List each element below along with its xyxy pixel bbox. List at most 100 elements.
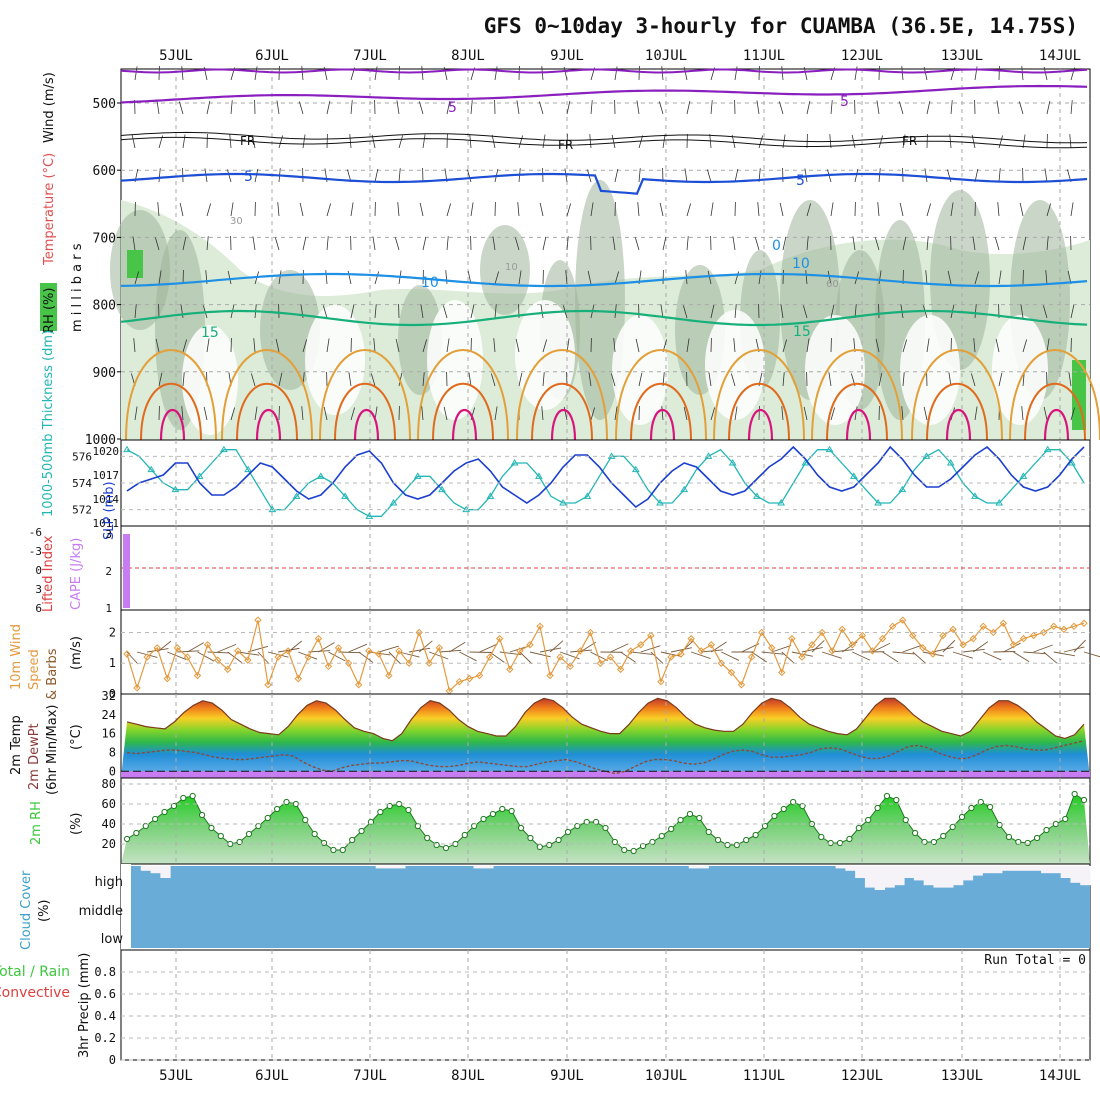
cloud-high-clear: [1001, 866, 1013, 871]
temp2m-line: [126, 697, 1085, 742]
rh2m-point: [893, 796, 900, 804]
wind-barb: [350, 304, 355, 319]
wind-barb: [806, 203, 812, 217]
rh2m-point: [471, 822, 478, 830]
dewpt2m-line: [126, 740, 1085, 775]
bottom-date-10JUL: 10JUL: [645, 1068, 687, 1084]
wind-barb: [803, 406, 808, 421]
wind10m-barb: [972, 641, 989, 653]
wind-barb: [662, 236, 667, 251]
contour-magenta: [550, 409, 577, 441]
bottom-date-11JUL: 11JUL: [743, 1068, 785, 1084]
thickness-point: [825, 445, 834, 453]
wind-barb: [614, 271, 620, 285]
cloud-high-clear: [395, 866, 406, 869]
wind10m-barb: [983, 651, 1002, 661]
wind-barb: [1043, 66, 1048, 81]
cape-tick-1: 1: [105, 602, 112, 615]
wind10m-point: [475, 671, 484, 680]
wind-barb: [830, 304, 835, 319]
wind10m-point: [304, 653, 313, 661]
contour-blue-5: [120, 172, 1088, 195]
thickness-point: [995, 499, 1004, 506]
wind-barb: [374, 168, 379, 183]
wind-barb: [350, 407, 356, 421]
wind10m-point: [1040, 628, 1048, 637]
rh2m-point: [517, 824, 525, 832]
wind10m-point: [868, 647, 877, 655]
temp2m-axis-label-3: (6hr Min/Max): [45, 705, 60, 795]
wind-barb: [635, 338, 640, 353]
cloud-high-clear: [933, 866, 944, 888]
wind-barb: [634, 237, 640, 251]
temp-tick-32: 32: [102, 689, 116, 703]
wind10m-axis-label-1: 10m Wind: [9, 624, 24, 690]
cloud-high-clear: [1031, 866, 1042, 871]
wind10m-point: [365, 647, 373, 655]
wind10m-point: [254, 616, 262, 624]
wind-barb: [227, 270, 232, 285]
cloud-high-clear: [972, 866, 983, 876]
wind-barb: [614, 168, 619, 183]
thickness-point: [753, 492, 761, 499]
cloud-high-clear: [835, 866, 846, 869]
wind-barb: [422, 372, 425, 387]
precip-total-rain-label: Total / Rain: [0, 964, 70, 980]
wind-barb: [182, 372, 185, 387]
top-date-labels: 5JUL 6JUL 7JUL 8JUL 9JUL 10JUL 11JUL 12JUL 13JUL…: [159, 48, 1081, 64]
wind-barb: [301, 406, 304, 421]
wind-barb: [302, 339, 308, 353]
wind-barb: [446, 203, 452, 217]
top-date-5JUL: 5JUL: [159, 48, 193, 64]
wind-barb: [974, 271, 980, 285]
wind-barb: [374, 66, 378, 81]
rh-label-10: 10: [505, 262, 518, 273]
wind10m-point: [939, 631, 947, 640]
wind-barb: [396, 100, 400, 115]
cloud-high-clear: [1050, 866, 1062, 874]
wind10m-barb: [418, 640, 433, 653]
contour-magenta: [747, 409, 774, 441]
cloud-high-clear: [953, 866, 964, 886]
wind-barb: [132, 236, 136, 251]
wind-barb: [494, 304, 497, 319]
cloud-high-clear: [962, 866, 974, 881]
upper-air-panel: 5 5 FR FR FR 5 5 10 10 0 15 15 30 60 10 …: [40, 66, 1100, 448]
wind10m-barb: [781, 651, 795, 664]
wind10m-barb: [207, 651, 230, 654]
wind-barb: [226, 169, 232, 183]
wind10m-barb: [549, 640, 564, 653]
wind10m-point: [929, 650, 937, 658]
thickness-point: [171, 485, 180, 493]
wind10m-barb: [217, 643, 237, 653]
wind-barb: [878, 135, 884, 149]
cloud-high-clear: [483, 866, 494, 869]
wind-barb: [830, 202, 834, 217]
li-tick--6: -6: [29, 526, 42, 539]
wind10m-barb: [963, 648, 985, 653]
cloud-high-clear: [855, 866, 866, 878]
wind-barb: [372, 236, 376, 251]
wind-barb: [682, 305, 688, 319]
wind-barb: [446, 100, 451, 115]
wind10m-point: [616, 665, 625, 674]
wind-barb: [181, 66, 184, 81]
thickness-slp-panel: 576 574 572 1020 1017 1014 1011 1000-500mb Thi…: [41, 330, 1091, 540]
top-date-8JUL: 8JUL: [451, 48, 485, 64]
wind10m-point: [1029, 631, 1038, 640]
wind10m-barb: [328, 651, 346, 662]
wind-barb: [998, 270, 1002, 285]
wind10m-barb: [348, 643, 368, 653]
precip-axis-label: 3hr Precip (mm): [77, 953, 92, 1058]
precip-convective-label: Convective: [0, 985, 70, 1001]
wind-barb: [1022, 339, 1028, 353]
cloud-high-clear: [943, 866, 954, 888]
wind10m-point: [153, 644, 161, 652]
temp2m-area: [121, 698, 1090, 778]
wind10m-barb: [459, 651, 477, 662]
wind-barb: [710, 304, 715, 319]
wind-barb: [638, 372, 643, 387]
contour-darkorange: [630, 382, 692, 441]
wind-barb: [972, 236, 976, 251]
